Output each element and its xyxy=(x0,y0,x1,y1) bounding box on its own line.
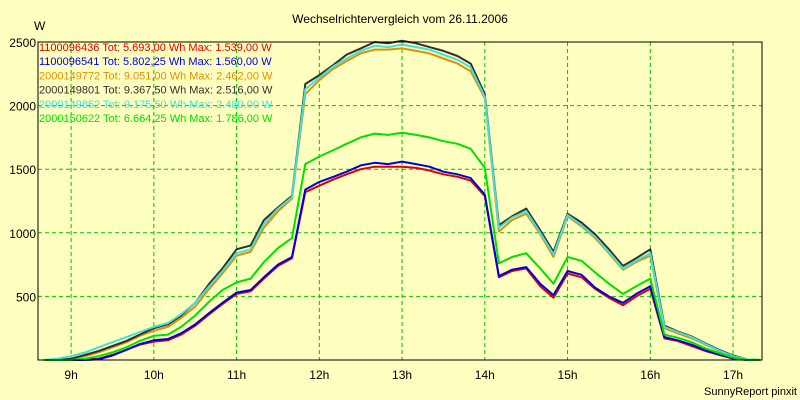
series-line-2000149772 xyxy=(43,47,761,361)
y-axis-unit-label: W xyxy=(34,19,46,33)
series-line-2000149852 xyxy=(43,43,761,361)
x-tick-label: 14h xyxy=(475,368,495,382)
plot-area xyxy=(38,42,762,360)
x-tick-label: 10h xyxy=(144,368,164,382)
legend-entry: 2000150622 Tot: 6.664,25 Wh Max: 1.786,0… xyxy=(39,113,273,125)
x-tick-label: 15h xyxy=(558,368,578,382)
x-tick-label: 11h xyxy=(227,368,246,382)
series-line-2000149801 xyxy=(43,39,761,361)
y-tick-label: 500 xyxy=(16,290,36,304)
legend-entry: 1100096436 Tot: 5.693,00 Wh Max: 1.539,0… xyxy=(39,42,272,54)
y-tick-label: 2000 xyxy=(9,100,36,114)
series-line-1100096436 xyxy=(43,165,761,361)
y-tick-label: 1500 xyxy=(9,163,36,177)
x-tick-label: 16h xyxy=(640,368,660,382)
legend-entry: 2000149852 Tot: 9.175,50 Wh Max: 2.480,0… xyxy=(39,99,273,111)
axes: 9h 10h 11h 12h 13h 14h 15h 16h 17h 500 1000 1500 200… xyxy=(9,36,763,382)
x-tick-label: 13h xyxy=(392,368,412,382)
series-lines xyxy=(43,39,761,361)
x-tick-label: 9h xyxy=(64,368,77,382)
y-tick-label: 2500 xyxy=(9,36,36,50)
x-tick-label: 12h xyxy=(309,368,329,382)
x-tick-label: 17h xyxy=(723,368,743,382)
series-line-1100096541 xyxy=(43,160,761,361)
legend-entry: 2000149772 Tot: 9.051,00 Wh Max: 2.462,0… xyxy=(39,70,273,82)
plot-border xyxy=(37,41,763,361)
chart-title: Wechselrichtervergleich vom 26.11.2006 xyxy=(292,12,508,26)
legend: 1100096436 Tot: 5.693,00 Wh Max: 1.539,0… xyxy=(39,42,273,125)
credit-label: SunnyReport pinxit xyxy=(704,386,797,398)
y-tick-label: 1000 xyxy=(9,227,36,241)
series-line-2000150622 xyxy=(43,131,761,361)
legend-entry: 2000149801 Tot: 9.367,50 Wh Max: 2.516,0… xyxy=(39,85,273,97)
legend-entry: 1100096541 Tot: 5.802,25 Wh Max: 1.560,0… xyxy=(39,56,272,68)
